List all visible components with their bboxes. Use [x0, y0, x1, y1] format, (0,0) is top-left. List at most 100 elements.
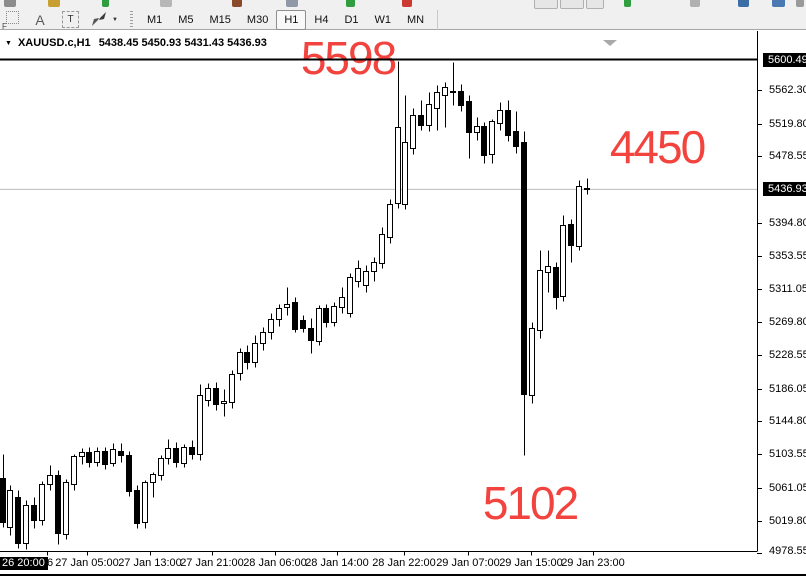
- price-axis-label: 5519.80: [769, 117, 806, 130]
- time-axis-label: 28 Jan 22:00: [372, 557, 436, 569]
- candle-body-bull: [197, 395, 203, 455]
- candle-body-bull: [39, 484, 45, 521]
- toolbar-icon-partial[interactable]: [346, 0, 355, 7]
- price-axis-label: 5228.55: [769, 348, 806, 361]
- toolbar-icon-partial[interactable]: [48, 0, 60, 7]
- toolbar-icon-partial[interactable]: [796, 0, 804, 7]
- price-axis-label: 5019.80: [769, 514, 806, 527]
- time-axis-label: 29 Jan 07:00: [436, 557, 500, 569]
- timeframe-button-m5[interactable]: M5: [178, 13, 194, 26]
- candle-body-bear: [102, 451, 108, 465]
- time-axis-label: 28 Jan 06:00: [243, 557, 307, 569]
- candle-body-bear: [244, 352, 250, 363]
- candle-body-bull: [339, 297, 345, 308]
- price-axis-label: 5353.55: [769, 249, 806, 262]
- toolbar-icon-partial[interactable]: [560, 0, 584, 9]
- candle-body-bull: [165, 448, 171, 459]
- candle-body-bull: [529, 328, 535, 396]
- symbol-dropdown-icon[interactable]: ▼: [5, 39, 12, 47]
- candle-body-bear: [0, 478, 6, 523]
- candle-body-bear: [300, 320, 306, 329]
- price-axis-label: 5394.80: [769, 216, 806, 229]
- toolbar-icon-partial[interactable]: [4, 0, 16, 7]
- candle-body-bull: [252, 343, 258, 363]
- candle-body-bull: [560, 225, 566, 297]
- candle-body-bull: [355, 268, 361, 282]
- candle-body-bear: [55, 475, 61, 534]
- candle-body-bear: [323, 308, 329, 323]
- arrows-icon: [92, 12, 106, 26]
- candle-body-bull: [387, 204, 393, 238]
- candle-body-bull: [489, 121, 495, 155]
- price-axis-label-highlighted: 5436.93: [763, 182, 806, 197]
- candle-body-bull: [47, 475, 53, 485]
- candle-body-bear: [521, 142, 527, 395]
- chart-title: ▼ XAUUSD.c,H1 5438.45 5450.93 5431.43 54…: [5, 37, 267, 49]
- timeframe-button-w1[interactable]: W1: [374, 13, 392, 26]
- toolbar-icon-partial[interactable]: [772, 0, 785, 7]
- price-annotation-5598: 5598: [300, 32, 397, 84]
- timeframe-button-m30[interactable]: M30: [246, 13, 269, 26]
- toolbar-icon-partial[interactable]: [586, 0, 604, 9]
- chart-top-triangle-icon[interactable]: [603, 40, 617, 46]
- toolbar-icon-partial[interactable]: [624, 0, 631, 7]
- price-axis-label: 5186.05: [769, 382, 806, 395]
- candle-body-bull: [371, 262, 377, 272]
- candle-body-bull: [402, 142, 408, 205]
- candle-body-bear: [458, 91, 464, 106]
- time-axis-label: 27 Jan 13:00: [118, 557, 182, 569]
- time-axis-label: 27 Jan 05:00: [55, 557, 119, 569]
- toolbar-icon-partial[interactable]: [160, 0, 172, 7]
- candle-body-bull: [537, 270, 543, 331]
- candle-body-bull: [395, 127, 401, 204]
- candle-body-bull: [450, 91, 456, 93]
- timeframe-button-h4[interactable]: H4: [314, 13, 329, 26]
- candle-body-bull: [63, 482, 69, 535]
- arrows-tool-icon[interactable]: [89, 10, 109, 30]
- timeframe-button-d1[interactable]: D1: [344, 13, 359, 26]
- candle-body-bull: [284, 304, 290, 308]
- candle-body-bear: [86, 452, 92, 463]
- time-axis-label: 27 Jan 21:00: [180, 557, 244, 569]
- toolbar-icon-partial[interactable]: [232, 0, 242, 7]
- candle-body-bear: [134, 490, 140, 524]
- candle-body-bear: [292, 302, 298, 330]
- toolbar-icon-partial[interactable]: [402, 0, 412, 7]
- text-tool-icon[interactable]: A: [35, 11, 45, 28]
- timeframe-button-m15[interactable]: M15: [209, 13, 231, 26]
- candle-body-bull: [426, 104, 432, 126]
- candle-body-bear: [189, 447, 195, 455]
- candle-body-bear: [553, 267, 559, 298]
- candle-body-bear: [126, 455, 132, 492]
- candle-body-bull: [474, 126, 480, 133]
- candle-body-bear: [466, 101, 472, 133]
- price-axis-label: 5144.80: [769, 415, 806, 428]
- toolbar-icon-partial[interactable]: [738, 0, 749, 7]
- toolbar-icon-partial[interactable]: [286, 0, 298, 7]
- candle-body-bull: [205, 388, 211, 401]
- chart-symbol-period: XAUUSD.c,H1: [17, 37, 91, 49]
- candle-body-bull: [150, 474, 156, 483]
- candle-body-bull: [7, 490, 13, 528]
- candle-body-bull: [71, 456, 77, 485]
- arrows-dropdown-caret-icon[interactable]: ▼: [112, 16, 118, 23]
- fibonacci-tool-icon[interactable]: F: [0, 10, 22, 31]
- candle-body-bear: [513, 131, 519, 147]
- timeframe-button-h1[interactable]: H1: [276, 9, 307, 30]
- candle-body-bull: [497, 110, 503, 124]
- candle-body-bear: [505, 110, 511, 136]
- toolbar-icon-partial[interactable]: [102, 0, 109, 7]
- timeframe-button-mn[interactable]: MN: [407, 13, 425, 26]
- candle-body-bull: [379, 234, 385, 264]
- chart-area[interactable]: ▼ XAUUSD.c,H1 5438.45 5450.93 5431.43 54…: [0, 31, 806, 580]
- label-tool-icon[interactable]: T: [62, 11, 79, 28]
- toolbar-icon-partial[interactable]: [534, 0, 558, 9]
- timeframe-button-m1[interactable]: M1: [146, 13, 163, 26]
- candle-body-bull: [110, 449, 116, 464]
- toolbar-grip[interactable]: [129, 10, 133, 29]
- toolbar-icon-partial[interactable]: [690, 0, 700, 7]
- price-axis-label-highlighted: 5600.49: [763, 52, 806, 67]
- candle-body-bear: [31, 505, 37, 521]
- candle-body-bear: [173, 448, 179, 463]
